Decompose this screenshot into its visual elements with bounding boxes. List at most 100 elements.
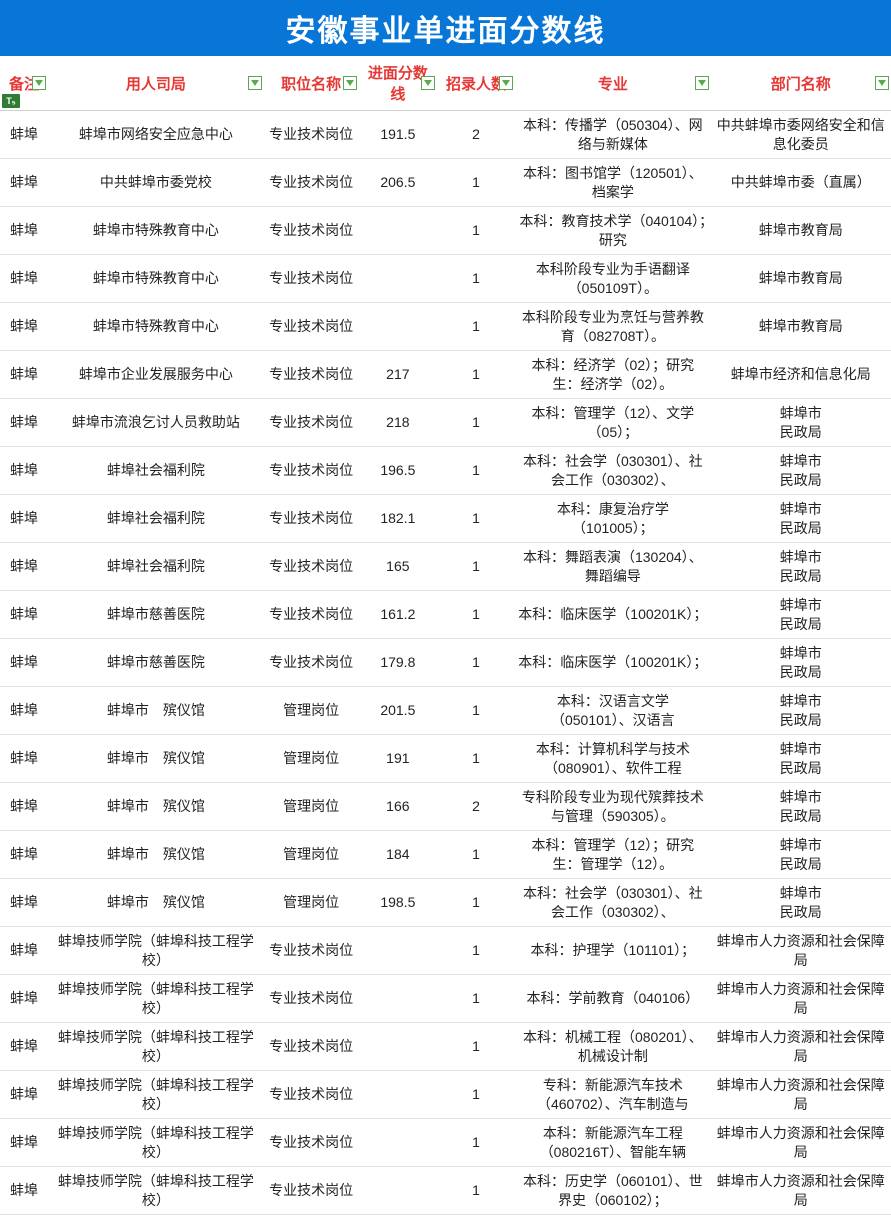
cell-position: 管理岗位 (264, 783, 359, 831)
cell-remark: 蚌埠 (0, 399, 48, 447)
cell-major: 本科阶段专业为烹饪与营养教育（082708T）。 (515, 303, 710, 351)
cell-remark: 蚌埠 (0, 639, 48, 687)
table-row: 蚌埠蚌埠技师学院（蚌埠科技工程学校）专业技术岗位1专科：新能源汽车技术（4607… (0, 1071, 891, 1119)
cell-position: 管理岗位 (264, 831, 359, 879)
cell-agency: 蚌埠市民政局 (711, 543, 891, 591)
cell-dept: 蚌埠市 殡仪馆 (48, 735, 263, 783)
cell-dept: 蚌埠技师学院（蚌埠科技工程学校） (48, 1023, 263, 1071)
cell-major: 本科：管理学（12）；研究生：管理学（12）。 (515, 831, 710, 879)
table-row: 蚌埠蚌埠市 殡仪馆管理岗位198.51本科：社会学（030301）、社会工作（0… (0, 879, 891, 927)
cell-major: 本科：新能源汽车工程（080216T）、智能车辆 (515, 1119, 710, 1167)
cell-count: 1 (437, 975, 515, 1023)
filter-dropdown-icon[interactable] (248, 76, 262, 90)
cell-count: 1 (437, 207, 515, 255)
cell-count: 1 (437, 879, 515, 927)
table-row: 蚌埠蚌埠技师学院（蚌埠科技工程学校）专业技术岗位1本科：护理学（101101）；… (0, 927, 891, 975)
cell-major: 本科：机械工程（080201）、机械设计制 (515, 1023, 710, 1071)
cell-dept: 蚌埠市慈善医院 (48, 639, 263, 687)
cell-dept: 蚌埠市流浪乞讨人员救助站 (48, 399, 263, 447)
cell-position: 专业技术岗位 (264, 1167, 359, 1215)
cell-major: 专科：新能源汽车技术（460702）、汽车制造与 (515, 1071, 710, 1119)
cell-score (359, 1167, 437, 1215)
cell-position: 专业技术岗位 (264, 1023, 359, 1071)
filter-dropdown-icon[interactable] (875, 76, 889, 90)
cell-score (359, 927, 437, 975)
cell-remark: 蚌埠 (0, 879, 48, 927)
cell-major: 本科：护理学（101101）； (515, 927, 710, 975)
cell-dept: 蚌埠技师学院（蚌埠科技工程学校） (48, 927, 263, 975)
cell-agency: 蚌埠市民政局 (711, 495, 891, 543)
cell-score: 191.5 (359, 111, 437, 159)
column-header-score: 进面分数线 (359, 56, 437, 111)
table-row: 蚌埠蚌埠社会福利院专业技术岗位196.51本科：社会学（030301）、社会工作… (0, 447, 891, 495)
cell-position: 专业技术岗位 (264, 255, 359, 303)
cell-agency: 中共蚌埠市委网络安全和信息化委员 (711, 111, 891, 159)
page-title: 安徽事业单进面分数线 (0, 0, 891, 56)
table-row: 蚌埠蚌埠市 殡仪馆管理岗位1662专科阶段专业为现代殡葬技术与管理（590305… (0, 783, 891, 831)
table-row: 蚌埠蚌埠技师学院（蚌埠科技工程学校）专业技术岗位1本科：新能源汽车工程（0802… (0, 1119, 891, 1167)
table-row: 蚌埠蚌埠社会福利院专业技术岗位182.11本科：康复治疗学（101005）；蚌埠… (0, 495, 891, 543)
column-header-count: 招录人数 (437, 56, 515, 111)
cell-count: 1 (437, 591, 515, 639)
cell-agency: 蚌埠市民政局 (711, 591, 891, 639)
filter-dropdown-icon[interactable] (695, 76, 709, 90)
filter-dropdown-icon[interactable] (32, 76, 46, 90)
table-row: 蚌埠蚌埠技师学院（蚌埠科技工程学校）专业技术岗位1本科：历史学（060101）、… (0, 1167, 891, 1215)
cell-position: 专业技术岗位 (264, 303, 359, 351)
column-label: 进面分数线 (368, 65, 428, 103)
cell-remark: 蚌埠 (0, 735, 48, 783)
filter-dropdown-icon[interactable] (421, 76, 435, 90)
cell-score: 191 (359, 735, 437, 783)
table-body: 蚌埠蚌埠市网络安全应急中心专业技术岗位191.52本科：传播学（050304）、… (0, 111, 891, 1215)
cell-count: 2 (437, 111, 515, 159)
cell-agency: 蚌埠市教育局 (711, 207, 891, 255)
cell-remark: 蚌埠 (0, 207, 48, 255)
cell-position: 专业技术岗位 (264, 399, 359, 447)
table-row: 蚌埠蚌埠市 殡仪馆管理岗位1911本科：计算机科学与技术（080901）、软件工… (0, 735, 891, 783)
cell-position: 专业技术岗位 (264, 1119, 359, 1167)
cell-agency: 蚌埠市民政局 (711, 687, 891, 735)
cell-dept: 蚌埠市企业发展服务中心 (48, 351, 263, 399)
cell-dept: 蚌埠社会福利院 (48, 543, 263, 591)
cell-dept: 蚌埠市 殡仪馆 (48, 831, 263, 879)
cell-major: 本科：舞蹈表演（130204）、舞蹈编导 (515, 543, 710, 591)
cell-agency: 中共蚌埠市委（直属） (711, 159, 891, 207)
cell-count: 1 (437, 927, 515, 975)
filter-dropdown-icon[interactable] (499, 76, 513, 90)
cell-agency: 蚌埠市民政局 (711, 447, 891, 495)
cell-remark: 蚌埠 (0, 1167, 48, 1215)
cell-agency: 蚌埠市人力资源和社会保障局 (711, 1119, 891, 1167)
filter-dropdown-icon[interactable] (343, 76, 357, 90)
cell-position: 管理岗位 (264, 879, 359, 927)
cell-major: 本科：图书馆学（120501）、 档案学 (515, 159, 710, 207)
cell-remark: 蚌埠 (0, 159, 48, 207)
cell-major: 本科阶段专业为手语翻译（050109T）。 (515, 255, 710, 303)
cell-remark: 蚌埠 (0, 927, 48, 975)
cell-count: 1 (437, 399, 515, 447)
cell-remark: 蚌埠 (0, 687, 48, 735)
cell-count: 1 (437, 831, 515, 879)
cell-remark: 蚌埠 (0, 351, 48, 399)
cell-dept: 蚌埠市 殡仪馆 (48, 687, 263, 735)
table-row: 蚌埠蚌埠市慈善医院专业技术岗位179.81本科：临床医学（100201K）；蚌埠… (0, 639, 891, 687)
column-label: 职位名称 (281, 76, 341, 93)
cell-dept: 蚌埠市特殊教育中心 (48, 207, 263, 255)
cell-agency: 蚌埠市民政局 (711, 735, 891, 783)
cell-dept: 蚌埠市特殊教育中心 (48, 255, 263, 303)
cell-remark: 蚌埠 (0, 591, 48, 639)
cell-major: 专科阶段专业为现代殡葬技术与管理（590305）。 (515, 783, 710, 831)
cell-agency: 蚌埠市经济和信息化局 (711, 351, 891, 399)
cell-count: 2 (437, 783, 515, 831)
table-row: 蚌埠蚌埠技师学院（蚌埠科技工程学校）专业技术岗位1本科：学前教育（040106）… (0, 975, 891, 1023)
cell-agency: 蚌埠市民政局 (711, 399, 891, 447)
table-row: 蚌埠蚌埠技师学院（蚌埠科技工程学校）专业技术岗位1本科：机械工程（080201）… (0, 1023, 891, 1071)
cell-score (359, 303, 437, 351)
cell-position: 专业技术岗位 (264, 207, 359, 255)
column-label: 专业 (598, 76, 628, 93)
cell-remark: 蚌埠 (0, 111, 48, 159)
table-row: 蚌埠蚌埠市特殊教育中心专业技术岗位1本科阶段专业为手语翻译（050109T）。蚌… (0, 255, 891, 303)
table-row: 蚌埠蚌埠社会福利院专业技术岗位1651本科：舞蹈表演（130204）、舞蹈编导蚌… (0, 543, 891, 591)
cell-dept: 蚌埠社会福利院 (48, 447, 263, 495)
cell-major: 本科：社会学（030301）、社会工作（030302）、 (515, 447, 710, 495)
cell-score: 218 (359, 399, 437, 447)
